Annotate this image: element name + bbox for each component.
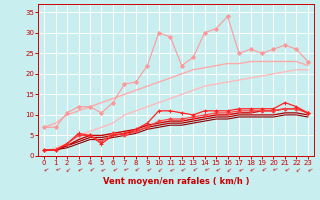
Text: ↓: ↓ bbox=[178, 167, 185, 174]
Text: ↓: ↓ bbox=[270, 167, 277, 174]
Text: ↓: ↓ bbox=[98, 167, 105, 174]
Text: ↓: ↓ bbox=[109, 167, 116, 174]
Text: ↓: ↓ bbox=[132, 167, 140, 174]
Text: ↓: ↓ bbox=[247, 167, 254, 174]
Text: ↓: ↓ bbox=[305, 167, 311, 174]
Text: ↓: ↓ bbox=[52, 167, 59, 174]
Text: ↓: ↓ bbox=[167, 167, 174, 174]
Text: ↓: ↓ bbox=[213, 167, 220, 174]
Text: ↓: ↓ bbox=[41, 167, 48, 174]
Text: ↓: ↓ bbox=[63, 167, 71, 174]
Text: ↓: ↓ bbox=[121, 167, 128, 174]
Text: ↓: ↓ bbox=[201, 167, 208, 174]
X-axis label: Vent moyen/en rafales ( km/h ): Vent moyen/en rafales ( km/h ) bbox=[103, 177, 249, 186]
Text: ↓: ↓ bbox=[282, 167, 288, 174]
Text: ↓: ↓ bbox=[155, 167, 163, 174]
Text: ↓: ↓ bbox=[144, 167, 151, 174]
Text: ↓: ↓ bbox=[75, 167, 82, 174]
Text: ↓: ↓ bbox=[190, 167, 197, 174]
Text: ↓: ↓ bbox=[293, 167, 300, 174]
Text: ↓: ↓ bbox=[224, 167, 231, 174]
Text: ↓: ↓ bbox=[86, 167, 93, 174]
Text: ↓: ↓ bbox=[259, 167, 266, 174]
Text: ↓: ↓ bbox=[236, 167, 243, 174]
